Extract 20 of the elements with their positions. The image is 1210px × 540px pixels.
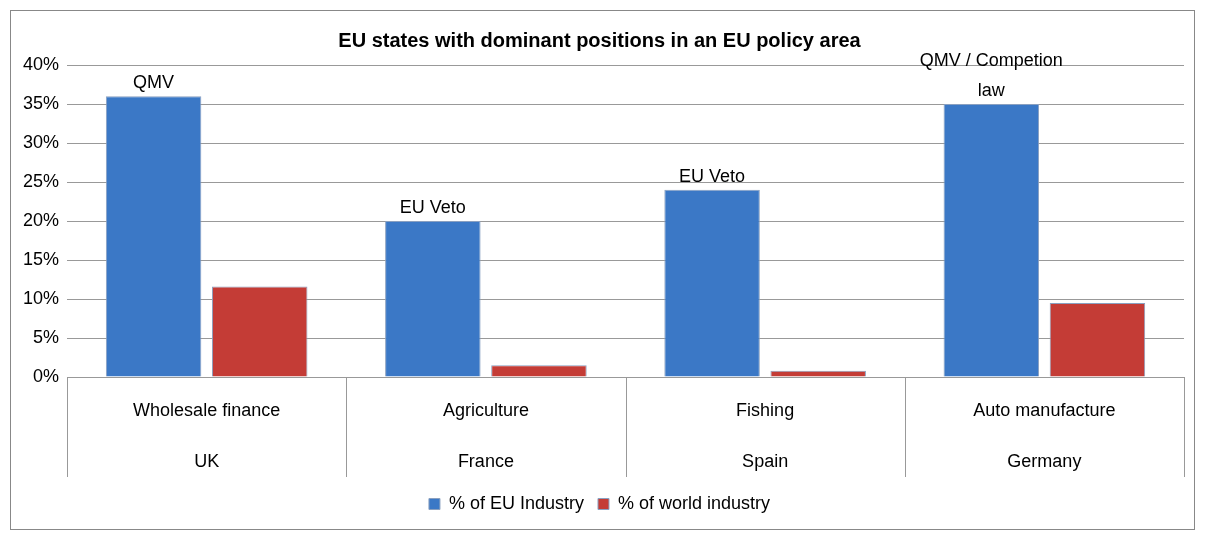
y-tick-label: 0%	[33, 365, 60, 386]
y-tick-label: 10%	[23, 287, 60, 308]
y-tick-label: 30%	[23, 131, 60, 152]
y-tick-label: 20%	[23, 209, 60, 230]
y-tick-label: 35%	[23, 92, 60, 113]
chart-title: EU states with dominant positions in an EU policy area	[338, 28, 862, 51]
y-tick-label: 15%	[23, 248, 60, 269]
annotation: EU Veto	[679, 165, 746, 186]
legend-label: % of world industry	[618, 492, 771, 513]
category-label: Fishing Spain	[736, 399, 795, 471]
y-tick-label: 5%	[33, 326, 60, 347]
y-tick-label: 25%	[23, 170, 60, 191]
category-label: Wholesale finance UK	[133, 399, 281, 471]
category-label: Auto manufacture Germany	[973, 399, 1116, 471]
y-tick-label: 40%	[23, 53, 60, 74]
category-label: Agriculture France	[442, 399, 529, 471]
annotation: EU Veto	[399, 196, 466, 217]
annotation: QMV	[133, 72, 175, 93]
annotation: QMV / Competion law	[919, 49, 1063, 100]
legend-label: % of EU Industry	[448, 492, 585, 513]
